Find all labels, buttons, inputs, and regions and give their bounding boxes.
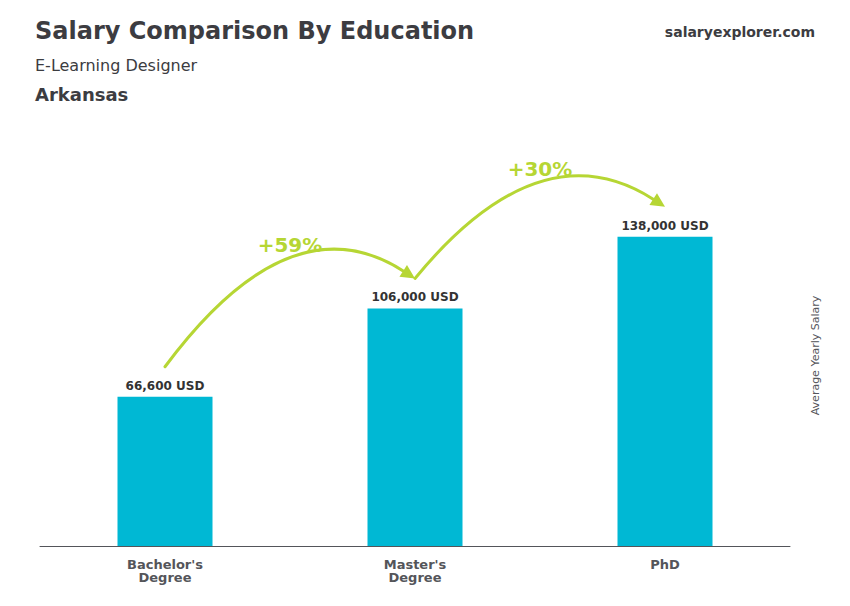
svg-text:66,600 USD: 66,600 USD [126, 379, 205, 393]
svg-text:Salary Comparison By Education: Salary Comparison By Education [35, 17, 474, 45]
svg-text:Master's: Master's [383, 557, 447, 572]
svg-text:Arkansas: Arkansas [35, 84, 128, 105]
svg-text:106,000 USD: 106,000 USD [371, 290, 458, 304]
svg-text:Average Yearly Salary: Average Yearly Salary [809, 295, 822, 415]
svg-text:PhD: PhD [650, 557, 680, 572]
svg-text:138,000 USD: 138,000 USD [621, 219, 708, 233]
svg-text:salaryexplorer.com: salaryexplorer.com [665, 24, 815, 40]
svg-text:Bachelor's: Bachelor's [127, 557, 203, 572]
svg-text:Degree: Degree [139, 570, 192, 585]
svg-text:E-Learning Designer: E-Learning Designer [35, 56, 198, 75]
svg-text:Degree: Degree [389, 570, 442, 585]
svg-text:+30%: +30% [508, 157, 573, 181]
svg-text:+59%: +59% [258, 233, 323, 257]
